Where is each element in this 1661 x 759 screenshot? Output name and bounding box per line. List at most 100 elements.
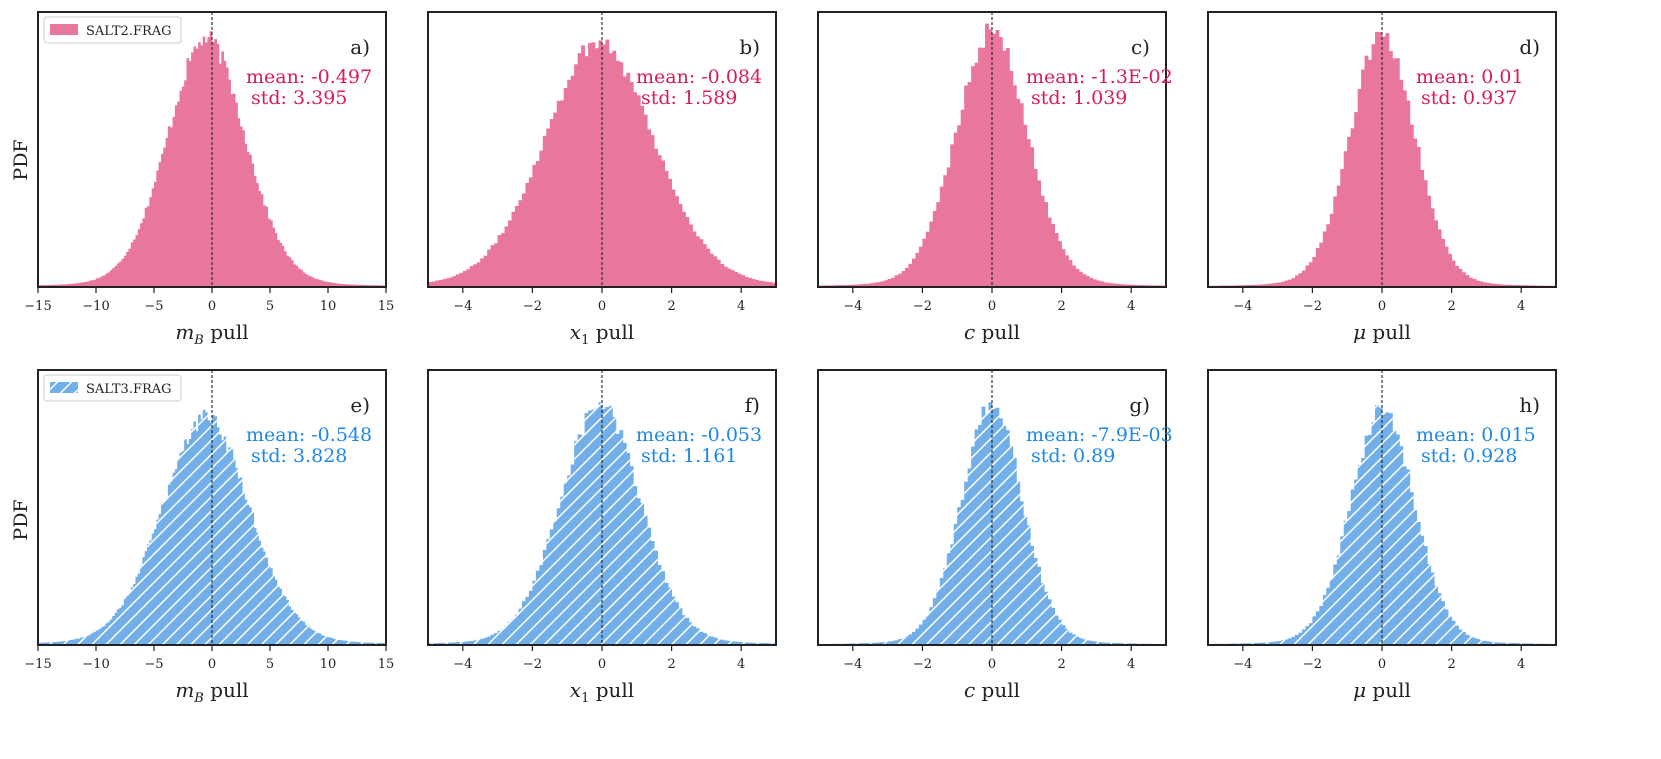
- histogram-bar: [184, 439, 187, 645]
- histogram-bar: [535, 570, 540, 645]
- histogram-bar: [170, 481, 173, 645]
- histogram-bar: [602, 409, 606, 645]
- histogram-bar: [574, 64, 578, 287]
- histogram-bar: [79, 637, 83, 645]
- histogram-bar: [1319, 242, 1324, 287]
- histogram-bar: [109, 270, 113, 287]
- histogram-bar: [1364, 55, 1369, 287]
- histogram-bar: [341, 640, 345, 645]
- histogram-bar: [689, 622, 693, 645]
- histogram-bar: [615, 60, 620, 287]
- histogram-bar: [678, 607, 683, 645]
- histogram-bar: [1026, 525, 1031, 645]
- histogram-bar: [497, 235, 502, 287]
- histogram-bar: [640, 503, 645, 645]
- histogram-bar: [239, 126, 243, 287]
- histogram-bar: [1044, 202, 1049, 287]
- histogram-bar: [758, 280, 763, 287]
- histogram-bar: [1019, 103, 1024, 288]
- x-tick-label: −5: [144, 299, 163, 314]
- histogram-bar: [1469, 636, 1473, 645]
- histogram-bar: [126, 251, 129, 287]
- histogram-bar: [1354, 479, 1358, 645]
- histogram-bar: [1082, 274, 1087, 287]
- histogram-bar: [1249, 284, 1254, 287]
- histogram-bar: [251, 512, 255, 645]
- histogram-bar: [605, 406, 610, 645]
- histogram-bar: [147, 544, 150, 645]
- x-axis-label-subscript: 1: [581, 333, 589, 348]
- histogram-bar: [286, 600, 289, 645]
- histogram-bar: [577, 53, 582, 287]
- legend-label: SALT3.FRAG: [86, 382, 172, 397]
- histogram-bar: [100, 627, 104, 645]
- histogram-bar: [1329, 579, 1334, 645]
- histogram-bar: [1274, 282, 1278, 287]
- histogram-bar: [314, 631, 317, 645]
- histogram-bar: [515, 614, 519, 645]
- histogram-bar: [193, 46, 197, 288]
- histogram-bar: [1092, 641, 1097, 645]
- histogram-bar: [244, 499, 248, 645]
- histogram-bar: [643, 114, 648, 288]
- x-axis-label-subscript: B: [193, 691, 204, 706]
- histogram-bar: [216, 427, 220, 645]
- histogram-bar: [1399, 446, 1404, 645]
- histogram-bar: [288, 257, 292, 287]
- histogram-bar: [1333, 564, 1338, 645]
- histogram-bar: [901, 638, 906, 645]
- histogram-bar: [629, 81, 634, 288]
- histogram-bar: [58, 641, 62, 645]
- histogram-bar: [221, 51, 224, 288]
- histogram-bar: [221, 440, 224, 645]
- x-tick-label: 4: [737, 657, 745, 672]
- histogram-bar: [1065, 629, 1069, 645]
- histogram-bar: [1308, 262, 1313, 287]
- histogram-bar: [504, 625, 509, 645]
- histogram-bar: [654, 550, 659, 645]
- histogram-bar: [170, 127, 173, 287]
- histogram-bar: [741, 275, 746, 287]
- histogram-bar: [1072, 634, 1076, 645]
- histogram-bar: [209, 422, 213, 645]
- histogram-bar: [1361, 458, 1365, 645]
- legend-box: [43, 374, 182, 402]
- histogram-bar: [1058, 241, 1062, 287]
- histogram-bar: [1047, 217, 1052, 287]
- histogram-bar: [971, 66, 975, 288]
- histogram-bar: [116, 263, 120, 287]
- histogram-bar: [260, 547, 264, 645]
- histogram-bar: [452, 276, 457, 287]
- histogram-bar: [995, 30, 1000, 287]
- histogram-bar: [307, 275, 310, 287]
- histogram-bar: [316, 632, 320, 645]
- histogram-bar: [54, 284, 57, 287]
- x-tick-label: 10: [320, 657, 337, 672]
- x-axis-label-variable: c: [964, 320, 975, 344]
- x-tick-label: −2: [913, 657, 932, 672]
- x-tick-label: −4: [453, 657, 472, 672]
- histogram-bar: [995, 407, 1000, 645]
- histogram-bar: [1040, 583, 1045, 645]
- histogram-bar: [929, 607, 934, 645]
- histogram-bar: [1354, 112, 1358, 287]
- histogram-bar: [279, 242, 282, 287]
- histogram-bar: [96, 278, 99, 287]
- histogram-bar: [633, 92, 638, 288]
- histogram-bar: [321, 635, 324, 645]
- histogram-bar: [1343, 520, 1348, 645]
- histogram-bar: [188, 439, 192, 645]
- histogram-bar: [581, 45, 585, 287]
- histogram-bar: [1281, 640, 1285, 645]
- histogram-bar: [678, 203, 683, 287]
- histogram-bar: [511, 211, 516, 287]
- histogram-bar: [297, 617, 301, 645]
- histogram-bar: [967, 468, 972, 645]
- histogram-bar: [82, 637, 85, 645]
- histogram-bar: [598, 40, 603, 287]
- histogram-bar: [295, 265, 299, 287]
- histogram-bar: [140, 223, 143, 287]
- histogram-bar: [1051, 223, 1055, 287]
- histogram-bar: [741, 642, 746, 645]
- x-tick-label: 0: [1378, 299, 1386, 314]
